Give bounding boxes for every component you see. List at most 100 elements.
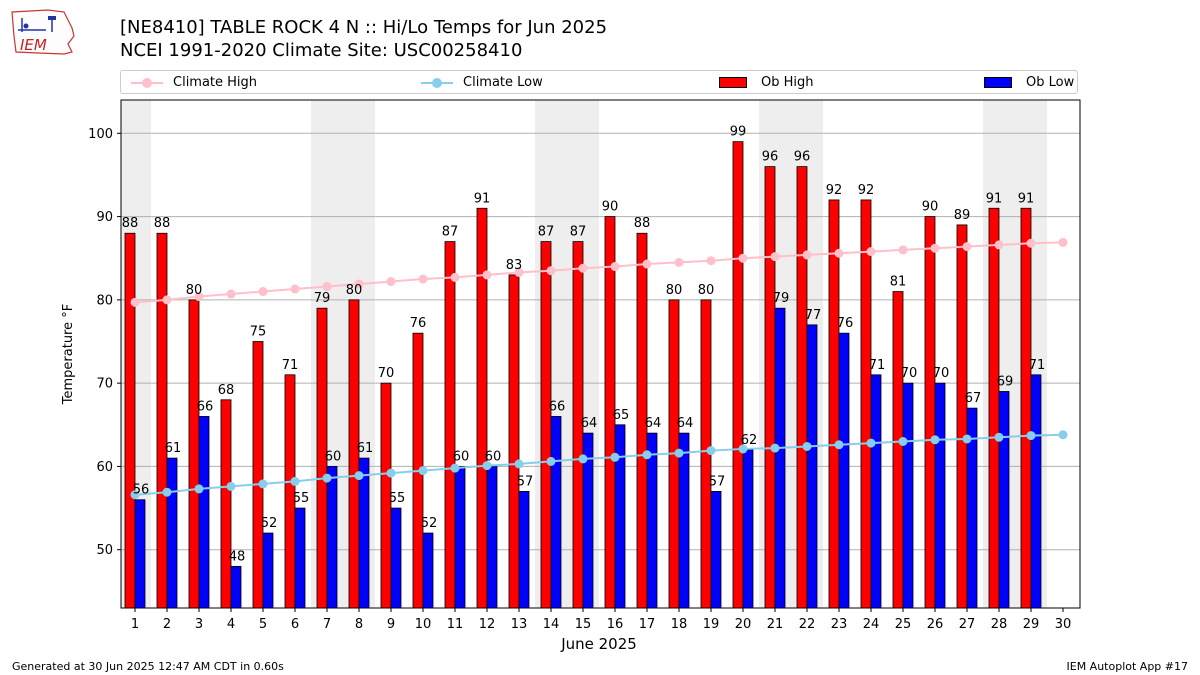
ob-low-bar bbox=[326, 466, 338, 609]
ob-low-bar bbox=[966, 407, 978, 609]
plot-frame bbox=[120, 99, 1081, 609]
y-tick-label: 70 bbox=[96, 377, 113, 392]
ob-high-bar bbox=[604, 216, 616, 609]
weekend-band bbox=[343, 100, 375, 608]
ob-low-value-label: 67 bbox=[965, 391, 982, 406]
x-tick-label: 26 bbox=[927, 617, 944, 632]
climate-low-point bbox=[674, 448, 684, 458]
ob-high-value-label: 70 bbox=[378, 366, 395, 381]
climate-high-point bbox=[418, 274, 428, 284]
x-tick-label: 30 bbox=[1055, 617, 1072, 632]
ob-low-bar bbox=[742, 449, 754, 609]
ob-low-bar bbox=[486, 466, 498, 609]
ob-low-bar bbox=[134, 499, 146, 609]
x-tick-label: 19 bbox=[703, 617, 720, 632]
ob-high-value-label: 81 bbox=[890, 275, 907, 290]
ob-high-bar bbox=[124, 232, 136, 609]
ob-low-bar bbox=[902, 382, 914, 609]
ob-high-value-label: 91 bbox=[986, 191, 1003, 206]
ob-high-bar bbox=[444, 241, 456, 609]
ob-low-value-label: 62 bbox=[741, 433, 758, 448]
ob-high-value-label: 80 bbox=[186, 283, 203, 298]
climate-low-point bbox=[610, 452, 620, 462]
legend-label: Climate High bbox=[173, 75, 258, 90]
climate-high-point bbox=[866, 247, 876, 257]
ob-high-bar bbox=[764, 166, 776, 609]
ob-low-value-label: 64 bbox=[645, 416, 662, 431]
ob-high-bar bbox=[700, 299, 712, 609]
chart-legend: Climate High Climate Low Ob High Ob Low bbox=[120, 70, 1078, 94]
climate-low-point bbox=[226, 481, 236, 491]
ob-low-value-label: 79 bbox=[773, 291, 790, 306]
ob-high-bar bbox=[956, 224, 968, 609]
climate-high-point bbox=[706, 256, 716, 266]
ob-high-value-label: 88 bbox=[634, 216, 651, 231]
climate-low-point bbox=[738, 444, 748, 454]
x-tick-label: 11 bbox=[447, 617, 464, 632]
climate-high-point bbox=[962, 242, 972, 252]
ob-high-bar bbox=[892, 291, 904, 609]
ob-high-value-label: 90 bbox=[922, 200, 939, 215]
generated-timestamp: Generated at 30 Jun 2025 12:47 AM CDT in… bbox=[12, 660, 284, 673]
app-credit: IEM Autoplot App #17 bbox=[1066, 660, 1189, 673]
ob-high-bar bbox=[796, 166, 808, 609]
y-tick-label: 60 bbox=[96, 460, 113, 475]
y-axis-label: Temperature °F bbox=[61, 304, 76, 405]
ob-high-value-label: 71 bbox=[282, 358, 299, 373]
climate-high-point bbox=[1058, 237, 1068, 247]
climate-high-point bbox=[738, 253, 748, 263]
ob-high-value-label: 68 bbox=[218, 383, 235, 398]
ob-high-value-label: 88 bbox=[154, 216, 171, 231]
ob-low-value-label: 71 bbox=[869, 358, 886, 373]
x-tick-label: 16 bbox=[607, 617, 624, 632]
climate-low-point bbox=[642, 450, 652, 460]
climate-high-point bbox=[354, 279, 364, 289]
ob-low-value-label: 70 bbox=[933, 366, 950, 381]
ob-low-bar bbox=[550, 416, 562, 609]
climate-low-point bbox=[322, 473, 332, 483]
climate-high-point bbox=[1026, 238, 1036, 248]
climate-high-line bbox=[134, 241, 1064, 304]
climate-high-point bbox=[546, 266, 556, 276]
ob-low-bar bbox=[358, 457, 370, 609]
ob-high-bar bbox=[220, 399, 232, 609]
climate-high-point bbox=[898, 245, 908, 255]
climate-low-point bbox=[482, 461, 492, 471]
ob-high-value-label: 87 bbox=[442, 225, 459, 240]
ob-low-bar bbox=[646, 432, 658, 609]
chart-subtitle: NCEI 1991-2020 Climate Site: USC00258410 bbox=[120, 40, 523, 61]
ob-low-bar bbox=[774, 307, 786, 609]
climate-high-point bbox=[834, 248, 844, 258]
ob-high-value-label: 87 bbox=[538, 225, 555, 240]
bars bbox=[124, 141, 1042, 609]
ob-high-value-label: 87 bbox=[570, 225, 587, 240]
ob-low-value-label: 64 bbox=[677, 416, 694, 431]
iem-logo: IEM bbox=[11, 9, 75, 55]
x-tick-label: 29 bbox=[1023, 617, 1040, 632]
ob-high-value-label: 96 bbox=[794, 150, 811, 165]
ob-high-value-label: 88 bbox=[122, 216, 139, 231]
ob-low-value-label: 57 bbox=[709, 474, 726, 489]
climate-high-point bbox=[130, 297, 140, 307]
ob-low-bar bbox=[678, 432, 690, 609]
climate-low-point bbox=[162, 487, 172, 497]
climate-high-point bbox=[194, 292, 204, 302]
ob-high-value-label: 79 bbox=[314, 291, 331, 306]
climate-low-point bbox=[194, 484, 204, 494]
climate-high-point bbox=[802, 250, 812, 260]
ob-low-bar bbox=[934, 382, 946, 609]
ob-low-bar bbox=[806, 324, 818, 609]
x-tick-label: 1 bbox=[131, 617, 139, 632]
ob-low-value-label: 61 bbox=[165, 441, 182, 456]
y-tick-label: 100 bbox=[88, 127, 113, 142]
x-tick-label: 27 bbox=[959, 617, 976, 632]
ob-low-value-label: 48 bbox=[229, 549, 246, 564]
climate-low-point bbox=[994, 432, 1004, 442]
climate-high-point bbox=[290, 284, 300, 294]
ob-low-value-label: 60 bbox=[485, 449, 502, 464]
climate-high-point bbox=[674, 257, 684, 267]
ob-high-bar bbox=[572, 241, 584, 609]
climate-high-point bbox=[226, 289, 236, 299]
legend-label: Climate Low bbox=[463, 75, 543, 90]
